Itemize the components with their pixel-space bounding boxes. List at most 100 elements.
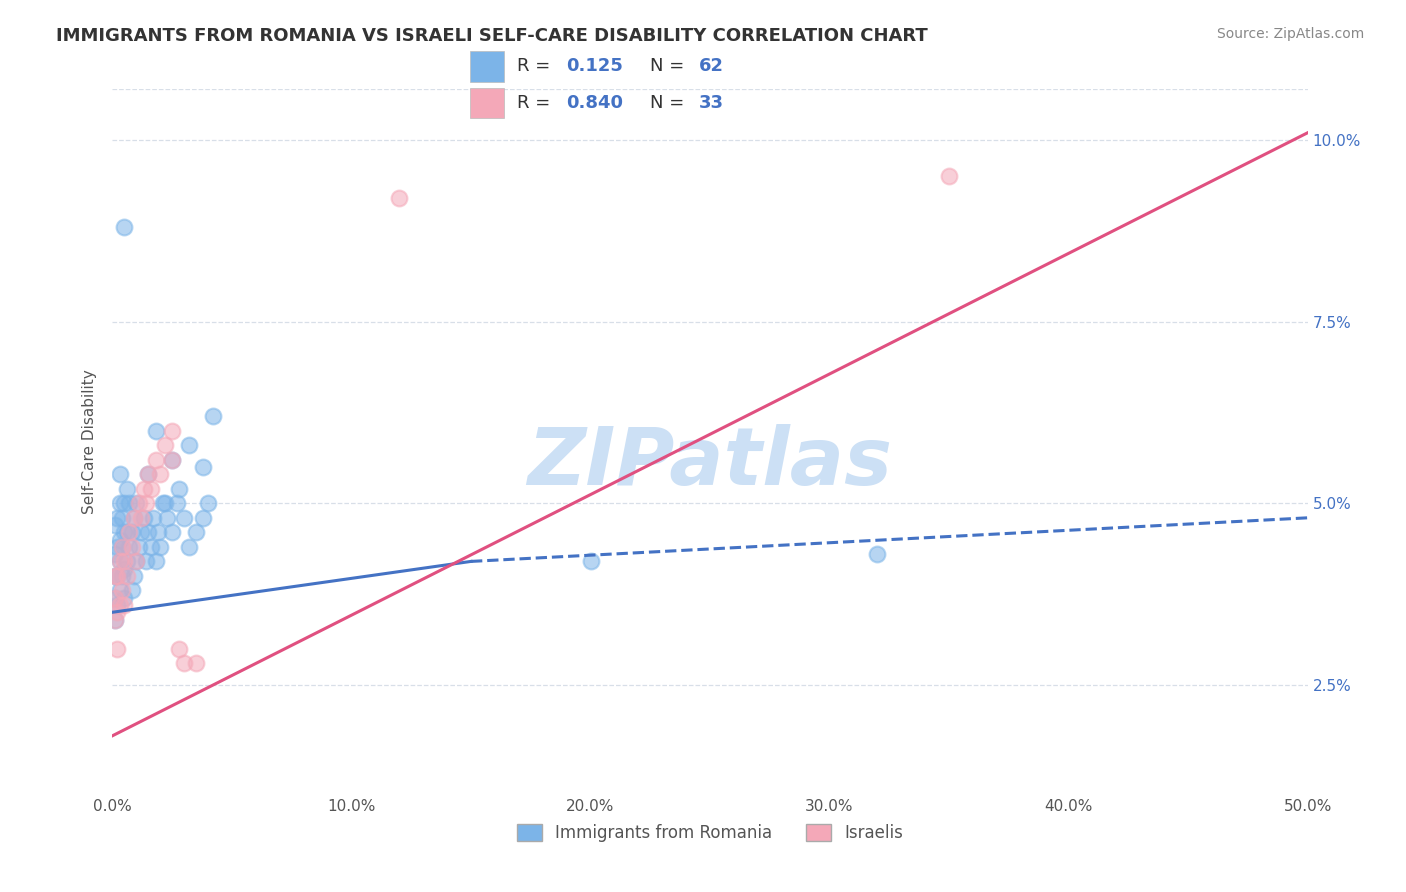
Y-axis label: Self-Care Disability: Self-Care Disability	[82, 369, 97, 514]
Point	[111, 511, 134, 525]
Point	[111, 583, 134, 598]
Point	[118, 496, 141, 510]
Point	[938, 169, 960, 184]
Point	[142, 511, 165, 525]
Point	[108, 467, 131, 482]
Point	[115, 569, 138, 583]
Point	[125, 554, 148, 568]
Point	[104, 547, 127, 561]
Point	[138, 467, 160, 482]
Point	[108, 496, 131, 510]
Point	[145, 424, 167, 438]
Point	[388, 191, 411, 205]
Point	[115, 525, 138, 540]
Point	[139, 482, 162, 496]
Point	[115, 554, 138, 568]
Text: Source: ZipAtlas.com: Source: ZipAtlas.com	[1216, 27, 1364, 41]
Point	[197, 496, 219, 510]
Point	[138, 525, 160, 540]
Point	[152, 496, 174, 510]
Point	[132, 511, 155, 525]
Point	[139, 540, 162, 554]
Point	[104, 569, 127, 583]
Point	[114, 598, 135, 612]
Point	[105, 569, 128, 583]
Point	[121, 525, 143, 540]
Point	[132, 482, 155, 496]
Point	[866, 547, 889, 561]
Point	[129, 511, 152, 525]
Point	[104, 591, 127, 605]
Point	[114, 554, 135, 568]
Point	[138, 467, 160, 482]
Point	[108, 598, 131, 612]
Point	[125, 496, 148, 510]
Point	[108, 554, 131, 568]
Point	[173, 656, 195, 670]
Point	[162, 452, 183, 467]
Point	[162, 525, 183, 540]
Point	[201, 409, 224, 423]
Point	[114, 496, 135, 510]
Point	[145, 452, 167, 467]
Point	[111, 540, 134, 554]
Point	[108, 583, 131, 598]
Point	[105, 511, 128, 525]
Point	[177, 438, 200, 452]
Point	[108, 533, 131, 547]
Point	[104, 569, 127, 583]
Point	[166, 496, 188, 510]
Point	[149, 467, 172, 482]
Point	[114, 562, 135, 576]
Point	[122, 569, 145, 583]
Point	[104, 518, 127, 533]
Point	[146, 525, 169, 540]
Point	[104, 613, 127, 627]
Point	[135, 554, 157, 568]
Point	[104, 591, 127, 605]
Text: ZIPatlas: ZIPatlas	[527, 424, 893, 501]
Point	[105, 598, 128, 612]
Text: 33: 33	[699, 95, 724, 112]
Point	[105, 540, 128, 554]
Point	[193, 460, 215, 475]
Point	[122, 511, 145, 525]
Point	[114, 220, 135, 235]
Text: 0.125: 0.125	[567, 57, 623, 75]
Legend: Immigrants from Romania, Israelis: Immigrants from Romania, Israelis	[510, 817, 910, 849]
Point	[186, 656, 208, 670]
Point	[169, 482, 191, 496]
Point	[177, 540, 200, 554]
FancyBboxPatch shape	[470, 88, 505, 119]
Point	[153, 496, 176, 510]
Point	[105, 569, 128, 583]
Point	[186, 525, 208, 540]
Point	[114, 525, 135, 540]
Point	[173, 511, 195, 525]
Point	[153, 438, 176, 452]
Point	[118, 540, 141, 554]
Text: 62: 62	[699, 57, 724, 75]
Point	[114, 591, 135, 605]
Text: R =: R =	[516, 95, 555, 112]
Point	[122, 511, 145, 525]
Text: N =: N =	[650, 95, 689, 112]
Text: N =: N =	[650, 57, 689, 75]
FancyBboxPatch shape	[470, 51, 505, 81]
Point	[115, 482, 138, 496]
Point	[193, 511, 215, 525]
Point	[111, 569, 134, 583]
Point	[135, 496, 157, 510]
Point	[121, 540, 143, 554]
Point	[128, 540, 150, 554]
Text: IMMIGRANTS FROM ROMANIA VS ISRAELI SELF-CARE DISABILITY CORRELATION CHART: IMMIGRANTS FROM ROMANIA VS ISRAELI SELF-…	[56, 27, 928, 45]
Text: 0.840: 0.840	[567, 95, 623, 112]
Point	[118, 525, 141, 540]
Point	[111, 540, 134, 554]
Point	[129, 525, 152, 540]
Point	[121, 583, 143, 598]
Point	[162, 452, 183, 467]
Text: R =: R =	[516, 57, 555, 75]
Point	[105, 605, 128, 619]
Point	[162, 424, 183, 438]
